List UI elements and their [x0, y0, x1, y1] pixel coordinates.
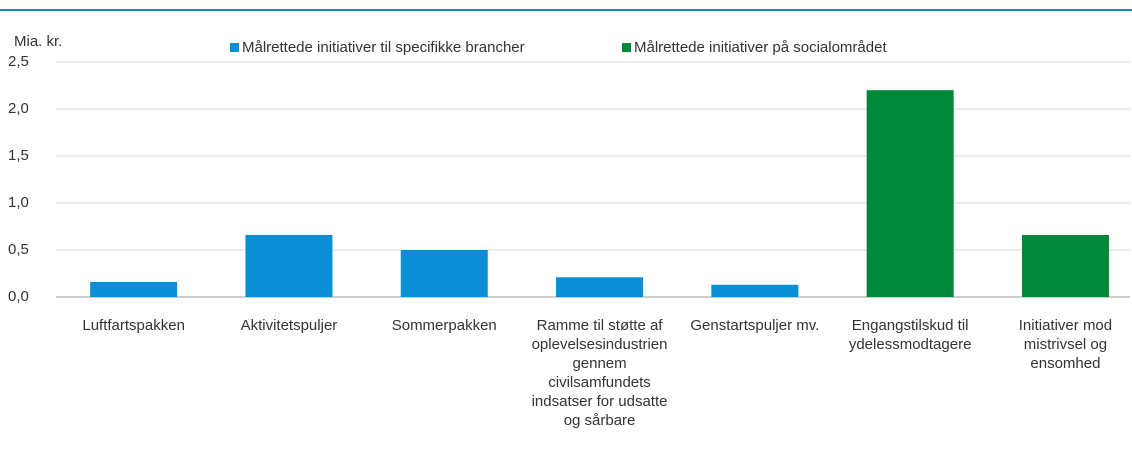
y-tick-label: 1,5: [8, 147, 29, 164]
bar: [90, 281, 178, 297]
bar: [400, 250, 488, 297]
legend-label: Målrettede initiativer på socialområdet: [634, 39, 887, 56]
bar: [556, 277, 644, 297]
y-tick-label: 2,5: [8, 53, 29, 70]
bar: [1021, 234, 1109, 297]
legend-swatch: [622, 43, 631, 52]
bar: [866, 90, 954, 297]
y-tick-label: 2,0: [8, 100, 29, 117]
x-tick-label: Luftfartspakken: [82, 317, 185, 334]
bar: [245, 234, 333, 297]
x-tick-label: Sommerpakken: [391, 317, 497, 334]
x-tick-label: Aktivitetspuljer: [240, 317, 338, 334]
y-axis-label: Mia. kr.: [14, 33, 62, 50]
y-tick-label: 0,0: [8, 288, 29, 305]
legend-label: Målrettede initiativer til specifikke br…: [242, 39, 525, 56]
x-tick-label: Ramme til støtte af oplevelsesindustrien…: [531, 317, 668, 429]
bar: [711, 284, 799, 297]
legend-swatch: [230, 43, 239, 52]
y-tick-label: 1,0: [8, 194, 29, 211]
x-tick-label: Engangstilskud til ydelessmodtagere: [848, 317, 972, 353]
x-tick-label: Initiativer mod mistrivsel og ensomhed: [1018, 317, 1113, 372]
x-tick-label: Genstartspuljer mv.: [690, 317, 820, 334]
y-tick-label: 0,5: [8, 241, 29, 258]
